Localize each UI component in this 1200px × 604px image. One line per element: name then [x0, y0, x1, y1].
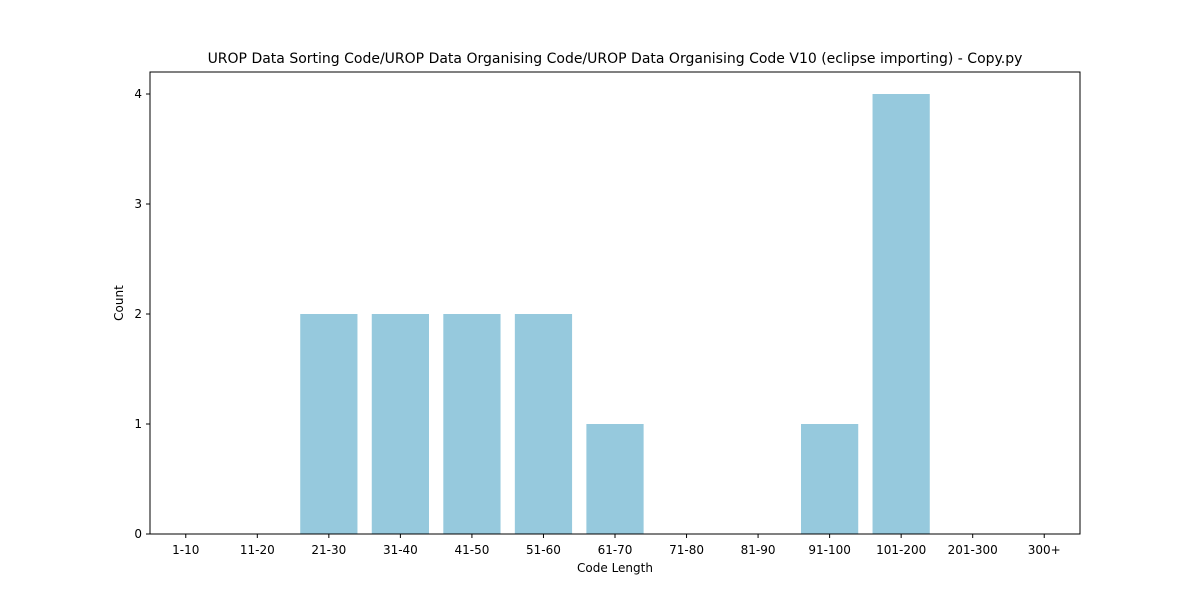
x-axis-ticks: 1-10 11-20 21-30 31-40 41-50 51-60 61-70 71-80 8…: [172, 534, 1061, 557]
bar-41-50: [443, 314, 501, 534]
x-tick-label: 41-50: [454, 543, 489, 557]
bar-21-30: [300, 314, 358, 534]
y-tick-label: 1: [134, 417, 142, 431]
y-tick-label: 0: [134, 527, 142, 541]
bar-61-70: [586, 424, 644, 534]
y-tick-label: 4: [134, 87, 142, 101]
x-tick-label: 300+: [1028, 543, 1061, 557]
bar-51-60: [514, 314, 573, 534]
bar-101-200: [872, 94, 930, 534]
x-tick-label: 201-300: [948, 543, 998, 557]
y-axis-label: Count: [112, 285, 126, 321]
bars-group: [300, 94, 930, 534]
y-axis-ticks: 0 1 2 3 4: [134, 87, 150, 541]
x-tick-label: 81-90: [741, 543, 776, 557]
x-tick-label: 71-80: [669, 543, 704, 557]
x-tick-label: 91-100: [808, 543, 851, 557]
y-tick-label: 3: [134, 197, 142, 211]
y-tick-label: 2: [134, 307, 142, 321]
x-tick-label: 61-70: [598, 543, 633, 557]
x-tick-label: 101-200: [876, 543, 926, 557]
x-tick-label: 1-10: [172, 543, 199, 557]
x-tick-label: 31-40: [383, 543, 418, 557]
x-axis-label: Code Length: [577, 561, 653, 575]
bar-91-100: [801, 424, 859, 534]
bar-31-40: [371, 314, 429, 534]
x-tick-label: 21-30: [311, 543, 346, 557]
plot-frame: [149, 71, 1081, 535]
x-tick-label: 51-60: [526, 543, 561, 557]
x-tick-label: 11-20: [240, 543, 275, 557]
chart-title: UROP Data Sorting Code/UROP Data Organis…: [208, 51, 1023, 67]
